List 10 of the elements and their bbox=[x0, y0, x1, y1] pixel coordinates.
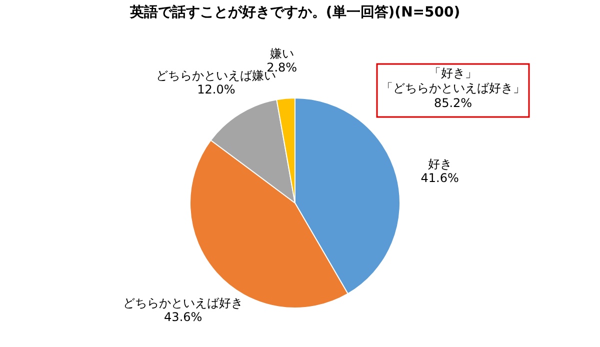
data-label: 43.6% bbox=[164, 310, 202, 324]
text: 85.2% bbox=[434, 96, 472, 110]
text: 「好き」 bbox=[429, 66, 477, 80]
slice-label: 好き bbox=[428, 156, 452, 171]
slice-label: 嫌い bbox=[270, 46, 294, 61]
data-label: 12.0% bbox=[197, 82, 236, 96]
data-label: 41.6% bbox=[420, 170, 459, 185]
chart-title: 英語で話すことが好きですか。(単一回答)(N=500) bbox=[128, 4, 460, 21]
slice-label: どちらかといえば好き bbox=[123, 296, 244, 310]
text: 「どちらかといえば好き」 bbox=[381, 81, 525, 95]
